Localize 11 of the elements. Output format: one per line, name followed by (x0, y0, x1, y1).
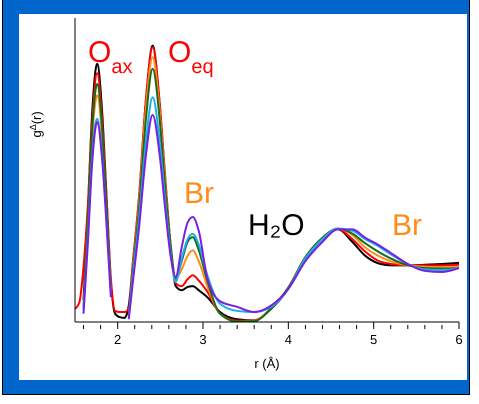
annotation: O$_{ax}$ (88, 36, 132, 78)
annotation: O$_{eq}$ (168, 36, 214, 78)
x-tick-label: 4 (284, 332, 292, 347)
x-tick-label: 6 (455, 332, 463, 347)
annotation: H₂O (248, 209, 305, 242)
x-axis-title: r (Å) (254, 356, 280, 371)
x-tick-label: 5 (370, 332, 378, 347)
x-tick-label: 3 (199, 332, 207, 347)
annotation: Br (184, 177, 214, 210)
annotation: Br (392, 209, 422, 242)
x-tick-label: 2 (114, 332, 122, 347)
